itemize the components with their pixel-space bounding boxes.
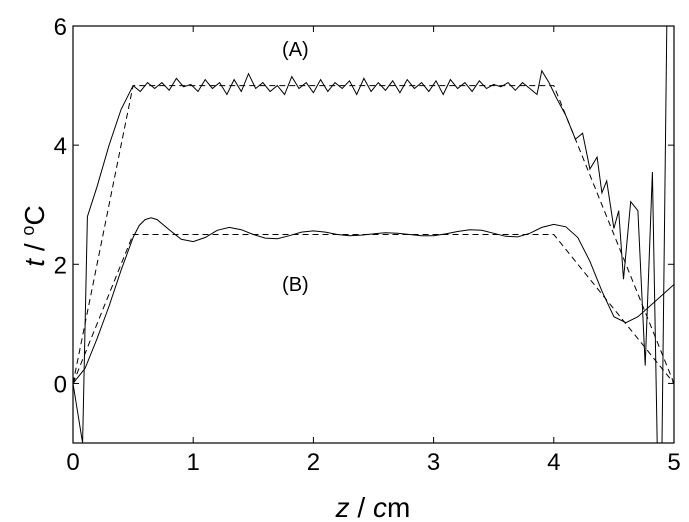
x-tick-label: 4	[547, 449, 560, 476]
x-tick-label: 1	[187, 449, 200, 476]
y-axis-label: t / oC	[18, 205, 50, 266]
x-tick-label: 5	[667, 449, 680, 476]
annotation-layer: (A) (B)	[282, 39, 309, 296]
x-tick-label: 0	[66, 449, 79, 476]
x-axis-label: z / cm	[335, 492, 411, 522]
y-tick-label: 2	[54, 252, 67, 279]
series-line-1-dashed	[73, 85, 674, 384]
tick-layer: 0 1 2 3 4 5 0 2 4 6	[54, 14, 681, 476]
y-tick-label: 0	[54, 371, 67, 398]
y-tick-label: 6	[54, 14, 67, 41]
series-line-2-solid	[73, 26, 668, 443]
x-tick-label: 3	[427, 449, 440, 476]
x-tick-label: 2	[307, 449, 320, 476]
y-tick-label: 4	[54, 133, 67, 160]
curve-annotation: (B)	[282, 274, 309, 296]
series-layer	[73, 26, 674, 443]
axes-frame	[72, 25, 675, 444]
series-line-3-dashed	[73, 234, 674, 384]
series-line-4-solid	[73, 217, 674, 384]
curve-annotation: (A)	[282, 39, 309, 61]
